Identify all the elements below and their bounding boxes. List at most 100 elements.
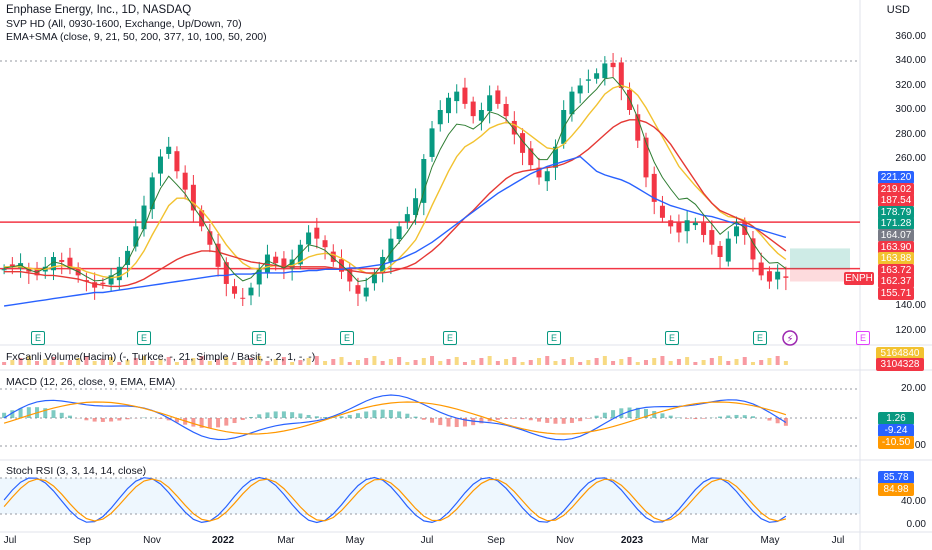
candle-body: [503, 104, 509, 117]
macd-indicator-legend[interactable]: MACD (12, 26, close, 9, EMA, EMA): [6, 376, 176, 388]
candle-body: [429, 128, 435, 157]
candle-body: [149, 177, 155, 210]
macd-histogram-bar: [26, 407, 31, 418]
candle-body: [322, 240, 328, 248]
lightning-icon: ⚡: [786, 334, 793, 345]
volume-bar: [158, 359, 163, 365]
upcoming-earnings-badge[interactable]: E: [856, 331, 870, 345]
volume-bar: [619, 359, 624, 365]
candle-body: [396, 226, 402, 240]
candle-body: [182, 172, 188, 190]
svp-indicator-legend[interactable]: SVP HD (All, 0930-1600, Exchange, Up/Dow…: [6, 18, 242, 30]
volume-bar: [388, 359, 393, 365]
earnings-badge[interactable]: E: [665, 331, 679, 345]
volume-bar: [125, 360, 130, 365]
volume-bar: [462, 362, 467, 365]
price-label: 221.20: [878, 171, 914, 184]
volume-bar: [421, 358, 426, 365]
volume-bar: [454, 357, 459, 365]
candle-body: [487, 95, 493, 112]
earnings-badge[interactable]: E: [443, 331, 457, 345]
volume-bar: [323, 361, 328, 365]
volume-bar: [224, 357, 229, 365]
candle-body: [701, 222, 707, 235]
macd-histogram-bar: [347, 414, 352, 418]
volume-bar: [10, 360, 15, 365]
price-label: 187.54: [878, 194, 914, 208]
volume-bar: [67, 360, 72, 365]
candle-body: [421, 159, 427, 203]
macd-histogram-bar: [397, 411, 402, 418]
volume-bar: [545, 356, 550, 365]
macd-histogram-bar: [224, 418, 229, 426]
macd-histogram-bar: [660, 413, 665, 418]
macd-histogram-bar: [528, 418, 533, 421]
volume-bar: [775, 356, 780, 365]
volume-bar: [676, 359, 681, 365]
macd-histogram-bar: [569, 418, 574, 423]
macd-histogram-bar: [339, 416, 344, 418]
price-label: 164.07: [878, 229, 914, 242]
macd-histogram-bar: [306, 414, 311, 418]
macd-histogram-bar: [668, 415, 673, 418]
earnings-badge[interactable]: E: [31, 331, 45, 345]
macd-histogram-bar: [718, 416, 723, 418]
candle-body: [758, 262, 764, 276]
volume-bar: [191, 358, 196, 365]
macd-histogram-bar: [372, 410, 377, 418]
volume-bar: [495, 361, 500, 365]
ema-sma-indicator-legend[interactable]: EMA+SMA (close, 9, 21, 50, 200, 377, 10,…: [6, 31, 267, 43]
macd-histogram-bar: [405, 413, 410, 418]
macd-histogram-bar: [734, 414, 739, 418]
macd-histogram-bar: [430, 418, 435, 423]
price-label: 163.90: [878, 240, 914, 254]
candle-body: [734, 226, 740, 237]
volume-indicator-legend[interactable]: FxCanli Volume(Hacim) (-, Turkce, -, 21,…: [6, 351, 316, 363]
symbol-tag: ENPH: [844, 272, 874, 285]
time-axis-tick: Sep: [487, 535, 505, 546]
volume-bar: [59, 362, 64, 365]
macd-histogram-bar: [84, 418, 89, 421]
macd-histogram-bar: [323, 417, 328, 418]
volume-bar: [240, 360, 245, 365]
macd-histogram-bar: [619, 408, 624, 418]
candle-body: [190, 184, 196, 211]
macd-histogram-bar: [158, 418, 163, 419]
candle-body: [157, 156, 163, 174]
macd-histogram-bar: [125, 418, 130, 420]
stoch-rsi-indicator-legend[interactable]: Stoch RSI (3, 3, 14, 14, close): [6, 465, 147, 477]
time-axis-tick: 2023: [620, 535, 644, 546]
volume-bar: [520, 362, 525, 365]
volume-bar: [504, 359, 509, 365]
candle-body: [100, 282, 106, 284]
candle-body: [766, 271, 772, 282]
macd-histogram-bar: [67, 415, 72, 418]
time-axis-tick: Nov: [556, 535, 574, 546]
candle-body: [174, 151, 180, 172]
candle-body: [363, 287, 369, 297]
macd-histogram-bar: [586, 418, 591, 419]
earnings-badge[interactable]: E: [753, 331, 767, 345]
earnings-badge[interactable]: E: [547, 331, 561, 345]
price-axis-tick: 280.00: [895, 128, 926, 140]
volume-bar: [265, 361, 270, 365]
stoch-d-line: [3, 478, 787, 522]
volume-bar: [611, 361, 616, 365]
chart-title: Enphase Energy, Inc., 1D, NASDAQ: [6, 4, 192, 16]
volume-bar: [92, 361, 97, 365]
volume-bar: [117, 362, 122, 365]
stoch-k-line: [3, 476, 787, 524]
earnings-badge[interactable]: E: [340, 331, 354, 345]
volume-bar: [767, 358, 772, 365]
volume-bar: [216, 359, 221, 365]
earnings-badge[interactable]: E: [252, 331, 266, 345]
position-loss-zone: [790, 268, 850, 282]
volume-bar: [718, 356, 723, 365]
volume-bar: [281, 357, 286, 365]
candle-body: [281, 258, 287, 270]
candle-body: [470, 101, 476, 117]
earnings-badge[interactable]: E: [137, 331, 151, 345]
volume-bar: [578, 362, 583, 365]
macd-histogram-bar: [199, 418, 204, 428]
candle-body: [478, 110, 484, 121]
